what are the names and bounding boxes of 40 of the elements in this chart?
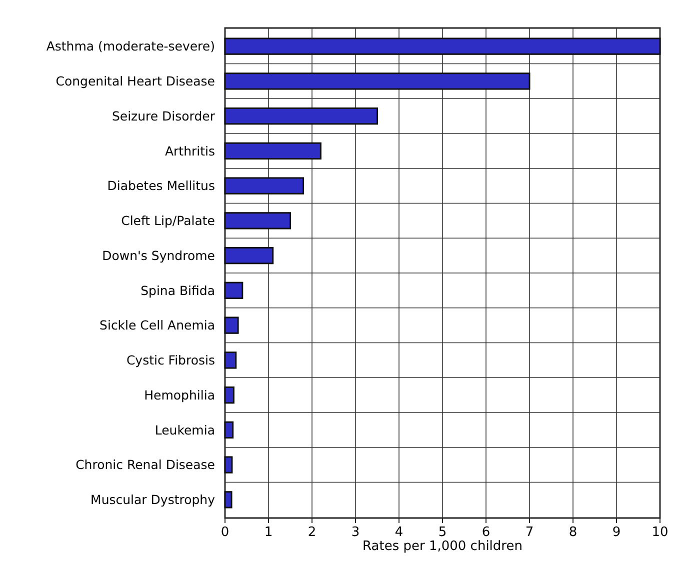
bar — [224, 282, 244, 300]
bar — [224, 142, 322, 160]
y-tick-label: Asthma (moderate-severe) — [46, 38, 215, 54]
bar — [224, 386, 234, 404]
x-tick-label: 5 — [438, 525, 447, 540]
x-tick-label: 2 — [308, 525, 316, 540]
x-tick-label: 7 — [525, 525, 534, 540]
y-tick-label: Congenital Heart Disease — [56, 74, 216, 89]
y-tick-label: Down's Syndrome — [102, 248, 216, 263]
y-tick-label: Cystic Fibrosis — [126, 352, 215, 368]
y-tick-label: Leukemia — [154, 422, 215, 438]
x-tick-label: 10 — [652, 525, 668, 540]
bar — [224, 456, 233, 474]
x-tick-label: 8 — [568, 525, 578, 540]
bar — [224, 107, 378, 125]
bar — [224, 316, 239, 334]
y-tick-label: Hemophilia — [144, 387, 215, 402]
x-tick-label: 1 — [264, 525, 273, 540]
y-tick-label: Sickle Cell Anemia — [100, 318, 215, 333]
y-tick-label: Cleft Lip/Palate — [121, 213, 216, 228]
y-tick-label: Diabetes Mellitus — [107, 178, 215, 194]
x-tick-label: 6 — [482, 525, 490, 540]
bar — [224, 491, 232, 508]
y-tick-label: Seizure Disorder — [112, 108, 216, 124]
bar — [224, 177, 304, 194]
x-tick-label: 3 — [351, 525, 360, 540]
bar — [224, 246, 274, 264]
bar — [224, 72, 530, 90]
bar — [224, 212, 291, 230]
y-tick-label: Spina Bifida — [140, 282, 215, 298]
x-tick-label: 9 — [612, 525, 621, 540]
x-tick-label: 4 — [394, 525, 404, 540]
bar — [224, 352, 237, 369]
bar — [224, 38, 661, 55]
y-tick-label: Muscular Dystrophy — [90, 492, 216, 508]
bar — [224, 421, 234, 439]
y-tick-label: Chronic Renal Disease — [76, 457, 216, 472]
x-axis-title: Rates per 1,000 children — [362, 539, 522, 554]
y-tick-label: Arthritis — [164, 143, 215, 158]
x-tick-label: 0 — [220, 525, 230, 540]
